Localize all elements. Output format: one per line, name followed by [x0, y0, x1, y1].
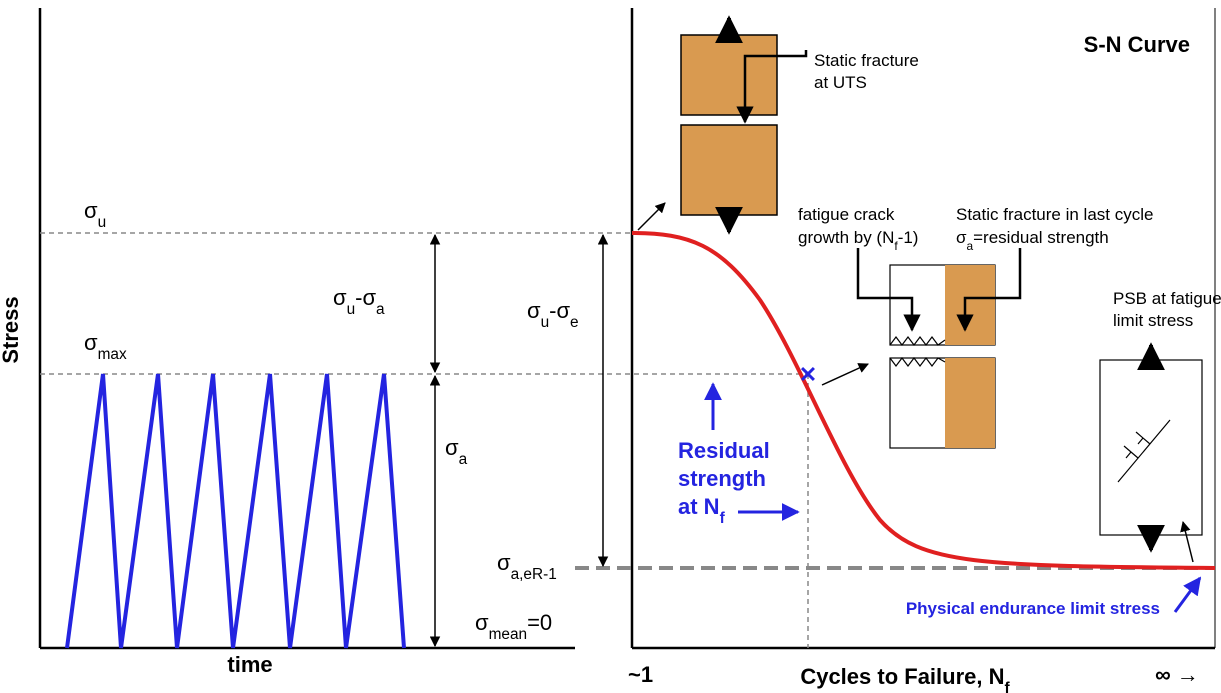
label-part: Residual — [678, 438, 770, 463]
callout-uts: Static fracture at UTS — [814, 51, 919, 92]
dimension-arrows — [435, 235, 603, 646]
label-part: σ — [475, 610, 489, 635]
x-end-label: ∞ → — [1155, 662, 1199, 687]
sigma-u-minus-e: σu-σe — [527, 298, 579, 331]
x-start-label: ~1 — [628, 662, 653, 687]
subscript: f — [720, 510, 726, 527]
label-part: at N — [678, 494, 720, 519]
label-part: σ — [333, 285, 347, 310]
subscript: e — [570, 314, 579, 331]
label-part: fatigue crack — [798, 205, 895, 224]
label-part: -1) — [898, 228, 919, 247]
subscript: a — [459, 451, 468, 468]
subscript: a,eR-1 — [511, 566, 557, 583]
label-part: σ — [956, 228, 967, 247]
sigma-u-minus-a: σu-σa — [333, 285, 385, 318]
label-part: σ — [84, 198, 98, 223]
subscript: u — [98, 214, 107, 231]
diagram: ✕ Stresstimeσuσmaxσu-σaσaσmean=0σu-σeσa,… — [0, 0, 1221, 693]
subscript: max — [98, 346, 127, 363]
label-part: -σ — [549, 298, 570, 323]
label-part: =residual strength — [973, 228, 1109, 247]
sigma-a: σa — [445, 435, 468, 468]
label-part: σ — [497, 550, 511, 575]
failure-mark: ✕ — [799, 362, 817, 387]
fatigue-specimen — [822, 248, 1020, 448]
label-line: PSB at fatigue — [1113, 289, 1221, 308]
label-part: -σ — [355, 285, 376, 310]
label-part: strength — [678, 466, 766, 491]
x-axis-label: time — [227, 652, 272, 677]
x-axis-label: Cycles to Failure, Nf — [800, 664, 1010, 693]
uts-specimen — [638, 18, 806, 232]
label-part: σ — [445, 435, 459, 460]
endurance-limit: Physical endurance limit stress — [906, 599, 1160, 618]
y-axis-label: Stress — [0, 296, 23, 363]
subscript: a — [376, 301, 385, 318]
label-line: Static fracture — [814, 51, 919, 70]
label-part: Cycles to Failure, N — [800, 664, 1004, 689]
label-line: at UTS — [814, 73, 867, 92]
left-axes — [40, 8, 575, 648]
subscript: mean — [489, 626, 528, 643]
label-part: σ — [527, 298, 541, 323]
sigma-max: σmax — [84, 330, 127, 363]
subscript: f — [1005, 680, 1011, 693]
chart-title: S-N Curve — [1084, 32, 1190, 57]
sigma-u: σu — [84, 198, 106, 231]
subscript: u — [347, 301, 356, 318]
callout-psb: PSB at fatigue limit stress — [1113, 289, 1221, 330]
label-part: σ — [84, 330, 98, 355]
label-line: limit stress — [1113, 311, 1193, 330]
sigma-a-er: σa,eR-1 — [497, 550, 557, 583]
psb-specimen — [1100, 345, 1202, 562]
load-cycles — [67, 374, 404, 648]
sigma-mean: σmean=0 — [475, 610, 552, 643]
subscript: u — [541, 314, 550, 331]
label-part: Static fracture in last cycle — [956, 205, 1153, 224]
label-part: =0 — [527, 610, 552, 635]
label-part: growth by (N — [798, 228, 894, 247]
